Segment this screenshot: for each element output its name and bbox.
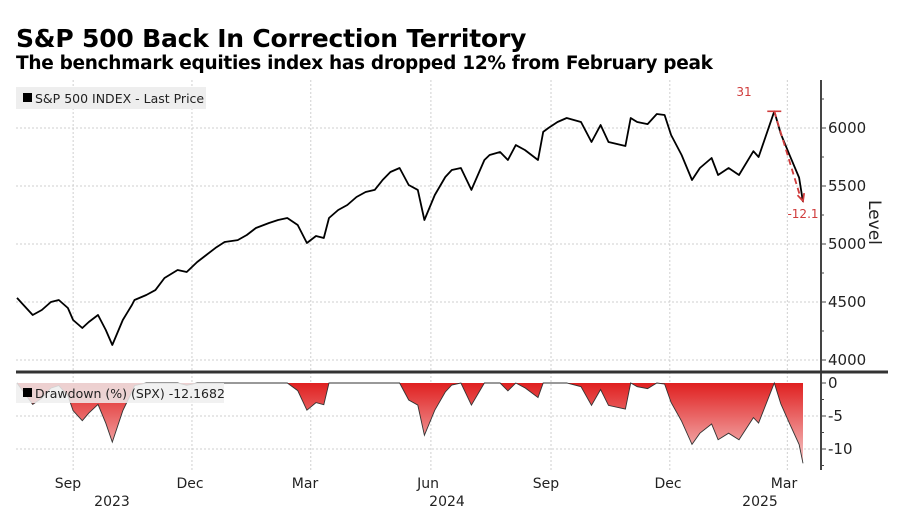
drawdown-tick-label: -5 bbox=[828, 407, 843, 425]
price-tick-label: 5000 bbox=[828, 235, 866, 253]
drawdown-y-ticks: 0 -5 -10 bbox=[828, 374, 853, 458]
drawdown-legend-label: Drawdown (%) (SPX) -12.1682 bbox=[35, 386, 225, 401]
x-tick-label: Mar bbox=[771, 476, 798, 492]
price-legend-swatch bbox=[23, 93, 32, 102]
drawdown-legend: Drawdown (%) (SPX) -12.1682 bbox=[16, 383, 225, 403]
x-tick-label: Dec bbox=[176, 476, 203, 492]
drawdown-legend-swatch bbox=[23, 388, 32, 397]
price-tick-label: 4500 bbox=[828, 293, 866, 311]
x-tick-label: Sep bbox=[55, 476, 82, 492]
price-legend: S&P 500 INDEX - Last Price bbox=[16, 87, 206, 109]
price-y-ticks: 6000 5500 5000 4500 4000 bbox=[828, 119, 866, 369]
x-tick-label: Dec bbox=[654, 476, 681, 492]
drawdown-tick-label: -10 bbox=[828, 440, 853, 458]
price-legend-bg bbox=[16, 87, 206, 109]
drawdown-legend-bg bbox=[16, 383, 224, 403]
y-axis-title: Level bbox=[864, 200, 884, 245]
year-label: 2024 bbox=[429, 494, 465, 510]
x-tick-label: Jun bbox=[416, 476, 439, 492]
year-label: 2025 bbox=[742, 494, 778, 510]
price-panel bbox=[16, 110, 804, 346]
year-label: 2023 bbox=[94, 494, 130, 510]
price-tick-label: 4000 bbox=[828, 351, 866, 369]
decline-arrow-head bbox=[796, 192, 806, 203]
x-tick-label: Sep bbox=[533, 476, 560, 492]
chart-subtitle: The benchmark equities index has dropped… bbox=[16, 53, 713, 74]
change-annotation-label: -12.1 bbox=[787, 207, 818, 221]
drawdown-tick-label: 0 bbox=[828, 374, 838, 392]
chart-title: S&P 500 Back In Correction Territory bbox=[16, 24, 527, 53]
price-tick-label: 5500 bbox=[828, 177, 866, 195]
decline-arrow-line bbox=[773, 111, 802, 200]
price-line bbox=[16, 110, 804, 346]
x-tick-label: Mar bbox=[292, 476, 319, 492]
axis-layer bbox=[16, 80, 888, 470]
price-legend-label: S&P 500 INDEX - Last Price bbox=[35, 91, 204, 106]
price-tick-label: 6000 bbox=[828, 119, 866, 137]
x-axis-labels: Sep Dec Mar Jun Sep Dec Mar 2023 2024 20… bbox=[55, 476, 798, 510]
peak-annotation-label: 31 bbox=[736, 85, 751, 99]
